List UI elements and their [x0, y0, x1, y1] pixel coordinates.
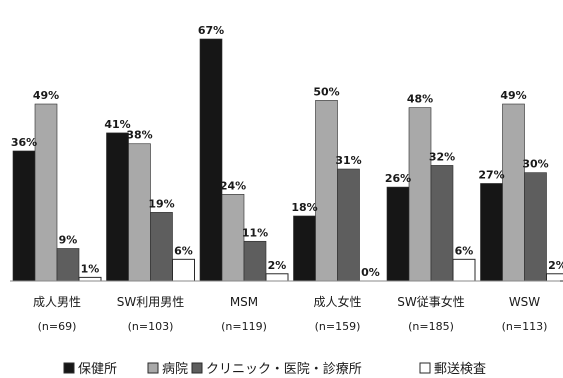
category-label: MSM: [230, 295, 258, 309]
value-label: 31%: [335, 154, 361, 167]
bar-1-2: [106, 132, 129, 282]
value-label: 6%: [455, 244, 474, 257]
bar-2-5: [408, 107, 432, 282]
category-label: 成人男性: [33, 295, 81, 309]
legend-label: 病院: [162, 362, 188, 377]
bar-3-6: [524, 172, 547, 282]
bar-1-4: [293, 215, 316, 282]
value-label: 1%: [81, 262, 100, 275]
category-n-label: (n=119): [221, 320, 267, 333]
value-label: 18%: [291, 201, 317, 214]
category-label: SW従事女性: [397, 294, 464, 309]
value-label: 27%: [478, 168, 504, 181]
bar-4-3: [265, 273, 289, 282]
bar-3-3: [243, 240, 267, 282]
bar-2-1: [34, 103, 58, 282]
legend-swatch: [147, 362, 159, 374]
legend-label: クリニック・医院・診療所: [206, 361, 362, 377]
value-label: 2%: [548, 259, 563, 272]
bar-4-2: [172, 258, 195, 282]
value-label: 9%: [59, 233, 78, 246]
category-label: SW利用男性: [117, 295, 184, 309]
category-n-label: (n=159): [315, 320, 361, 333]
legend-label: 郵送検査: [434, 362, 486, 377]
legend-swatch: [63, 362, 75, 374]
bar-2-4: [315, 100, 338, 282]
value-label: 49%: [500, 89, 526, 102]
category-n-label: (n=113): [502, 320, 548, 333]
value-label: 32%: [429, 150, 455, 163]
value-label: 48%: [407, 93, 433, 106]
bar-4-5: [452, 258, 476, 282]
value-label: 0%: [361, 266, 380, 279]
category-n-label: (n=103): [128, 320, 174, 333]
value-label: 38%: [126, 129, 152, 142]
category-labels-layer: 成人男性 (n=69) SW利用男性 (n=103) MSM (n=119) 成人女性 (n=…: [33, 294, 547, 333]
bar-3-4: [337, 168, 360, 282]
bar-1-5: [386, 186, 410, 282]
value-label: 24%: [220, 179, 246, 192]
value-labels-layer: 36% 49% 9% 1% 41%38% 19% 6% 67% 24% 11% 2% 18% 50% 31…: [11, 24, 563, 279]
bar-4-6: [546, 273, 563, 282]
value-label: 50%: [313, 85, 339, 98]
bar-1-6: [480, 183, 503, 282]
bar-3-5: [430, 165, 454, 282]
category-label: 成人女性: [313, 294, 361, 309]
value-label: 6%: [174, 244, 193, 257]
bar-4-1: [78, 276, 102, 282]
bar-3-1: [56, 248, 80, 282]
bar-2-3: [221, 194, 245, 282]
value-label: 36%: [11, 136, 37, 149]
value-label: 49%: [33, 89, 59, 102]
value-label: 2%: [268, 259, 287, 272]
bar-2-6: [502, 103, 525, 282]
bar-1-3: [199, 38, 223, 282]
legend: 保健所 病院 クリニック・医院・診療所 郵送検査: [63, 361, 486, 377]
category-n-label: (n=185): [408, 320, 454, 333]
value-label: 41%: [104, 118, 130, 131]
legend-swatch: [191, 362, 203, 374]
value-label: 30%: [522, 158, 548, 171]
category-label: WSW: [509, 295, 540, 309]
value-label: 67%: [198, 24, 224, 37]
bar-2-2: [128, 143, 151, 282]
legend-swatch: [419, 362, 431, 374]
bar-3-2: [150, 212, 173, 282]
category-n-label: (n=69): [38, 320, 77, 333]
value-label: 11%: [242, 226, 268, 239]
bar-1-1: [12, 150, 36, 282]
value-label: 19%: [148, 197, 174, 210]
value-label: 26%: [385, 172, 411, 185]
legend-label: 保健所: [78, 362, 117, 377]
bars-layer: [12, 38, 563, 282]
